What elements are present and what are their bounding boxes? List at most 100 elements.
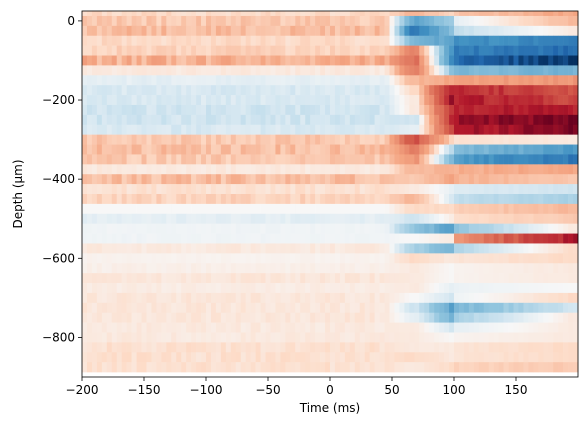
heatmap-cell [151,223,157,234]
heatmap-cell [101,263,108,274]
heatmap-cell [131,243,137,254]
heatmap-cell [384,203,390,215]
heatmap-cell [424,322,430,333]
heatmap-cell [344,95,351,106]
heatmap-cell [280,273,286,284]
heatmap-cell [201,253,207,264]
heatmap-cell [533,352,539,363]
heatmap-cell [91,35,98,46]
heatmap-cell [146,15,152,27]
heatmap-cell [538,55,544,66]
heatmap-cell [96,95,103,106]
heatmap-cell [106,332,113,343]
heatmap-cell [369,203,375,215]
heatmap-cell [359,342,366,353]
heatmap-cell [235,75,242,86]
heatmap-cell [454,45,460,56]
heatmap-cell [354,352,361,363]
heatmap-cell [424,134,430,145]
heatmap-cell [210,263,217,274]
heatmap-cell [369,15,375,27]
heatmap-cell [369,283,375,294]
heatmap-cell [320,55,326,66]
heatmap-cell [285,25,291,37]
heatmap-cell [240,114,246,126]
heatmap-cell [533,164,539,175]
heatmap-cell [573,85,579,96]
heatmap-cell [558,243,564,254]
heatmap-cell [82,302,88,314]
heatmap-cell [454,342,460,353]
heatmap-cell [488,233,494,244]
heatmap-cell [235,302,242,314]
heatmap-cell [538,352,544,363]
heatmap-cell [374,124,380,135]
heatmap-cell [275,203,281,215]
heatmap-cell [151,134,157,145]
heatmap-cell [126,124,132,135]
heatmap-cell [409,15,415,27]
heatmap-cell [305,322,311,333]
heatmap-cell [275,352,281,363]
heatmap-cell [478,65,485,76]
heatmap-cell [394,85,400,96]
heatmap-cell [156,15,162,27]
heatmap-cell [101,95,108,106]
heatmap-cell [245,322,251,333]
heatmap-cell [126,174,132,185]
heatmap-cell [473,342,480,353]
heatmap-cell [364,134,370,145]
heatmap-cell [409,75,415,86]
heatmap-cell [285,114,291,126]
heatmap-cell [449,55,455,66]
heatmap-cell [166,332,172,343]
heatmap-cell [96,362,103,373]
heatmap-cell [349,352,356,363]
heatmap-cell [330,283,336,294]
heatmap-cell [399,35,405,46]
heatmap-cell [374,194,380,205]
heatmap-cell [568,332,574,343]
heatmap-cell [295,55,301,66]
heatmap-cell [136,362,142,373]
heatmap-cell [334,253,341,264]
heatmap-cell [141,253,147,264]
heatmap-cell [245,15,251,27]
heatmap-cell [573,164,579,175]
heatmap-cell [290,25,296,37]
heatmap-cell [503,144,509,155]
heatmap-cell [478,352,485,363]
heatmap-cell [339,55,346,66]
heatmap-cell [111,263,118,274]
heatmap-cell [245,292,251,304]
heatmap-cell [220,223,227,234]
heatmap-cell [146,362,152,373]
heatmap-cell [300,302,306,314]
heatmap-cell [171,213,177,224]
heatmap-cell [86,292,93,304]
heatmap-cell [424,302,430,314]
heatmap-cell [230,184,237,195]
heatmap-cell [305,312,311,323]
heatmap-cell [186,292,192,304]
heatmap-cell [111,292,118,304]
heatmap-cell [364,11,370,17]
heatmap-cell [359,45,366,56]
heatmap-cell [498,174,504,185]
heatmap-cell [349,263,356,274]
heatmap-cell [240,144,246,155]
heatmap-cell [191,104,197,116]
heatmap-cell [449,273,455,284]
heatmap-cell [389,263,395,274]
heatmap-cell [473,124,480,135]
heatmap-cell [196,45,202,56]
heatmap-cell [384,263,390,274]
heatmap-cell [131,273,137,284]
heatmap-cell [463,233,470,244]
heatmap-cell [300,213,306,224]
heatmap-cell [513,322,519,333]
heatmap-cell [369,362,375,373]
heatmap-cell [468,134,475,145]
heatmap-cell [181,223,187,234]
heatmap-cell [181,292,187,304]
